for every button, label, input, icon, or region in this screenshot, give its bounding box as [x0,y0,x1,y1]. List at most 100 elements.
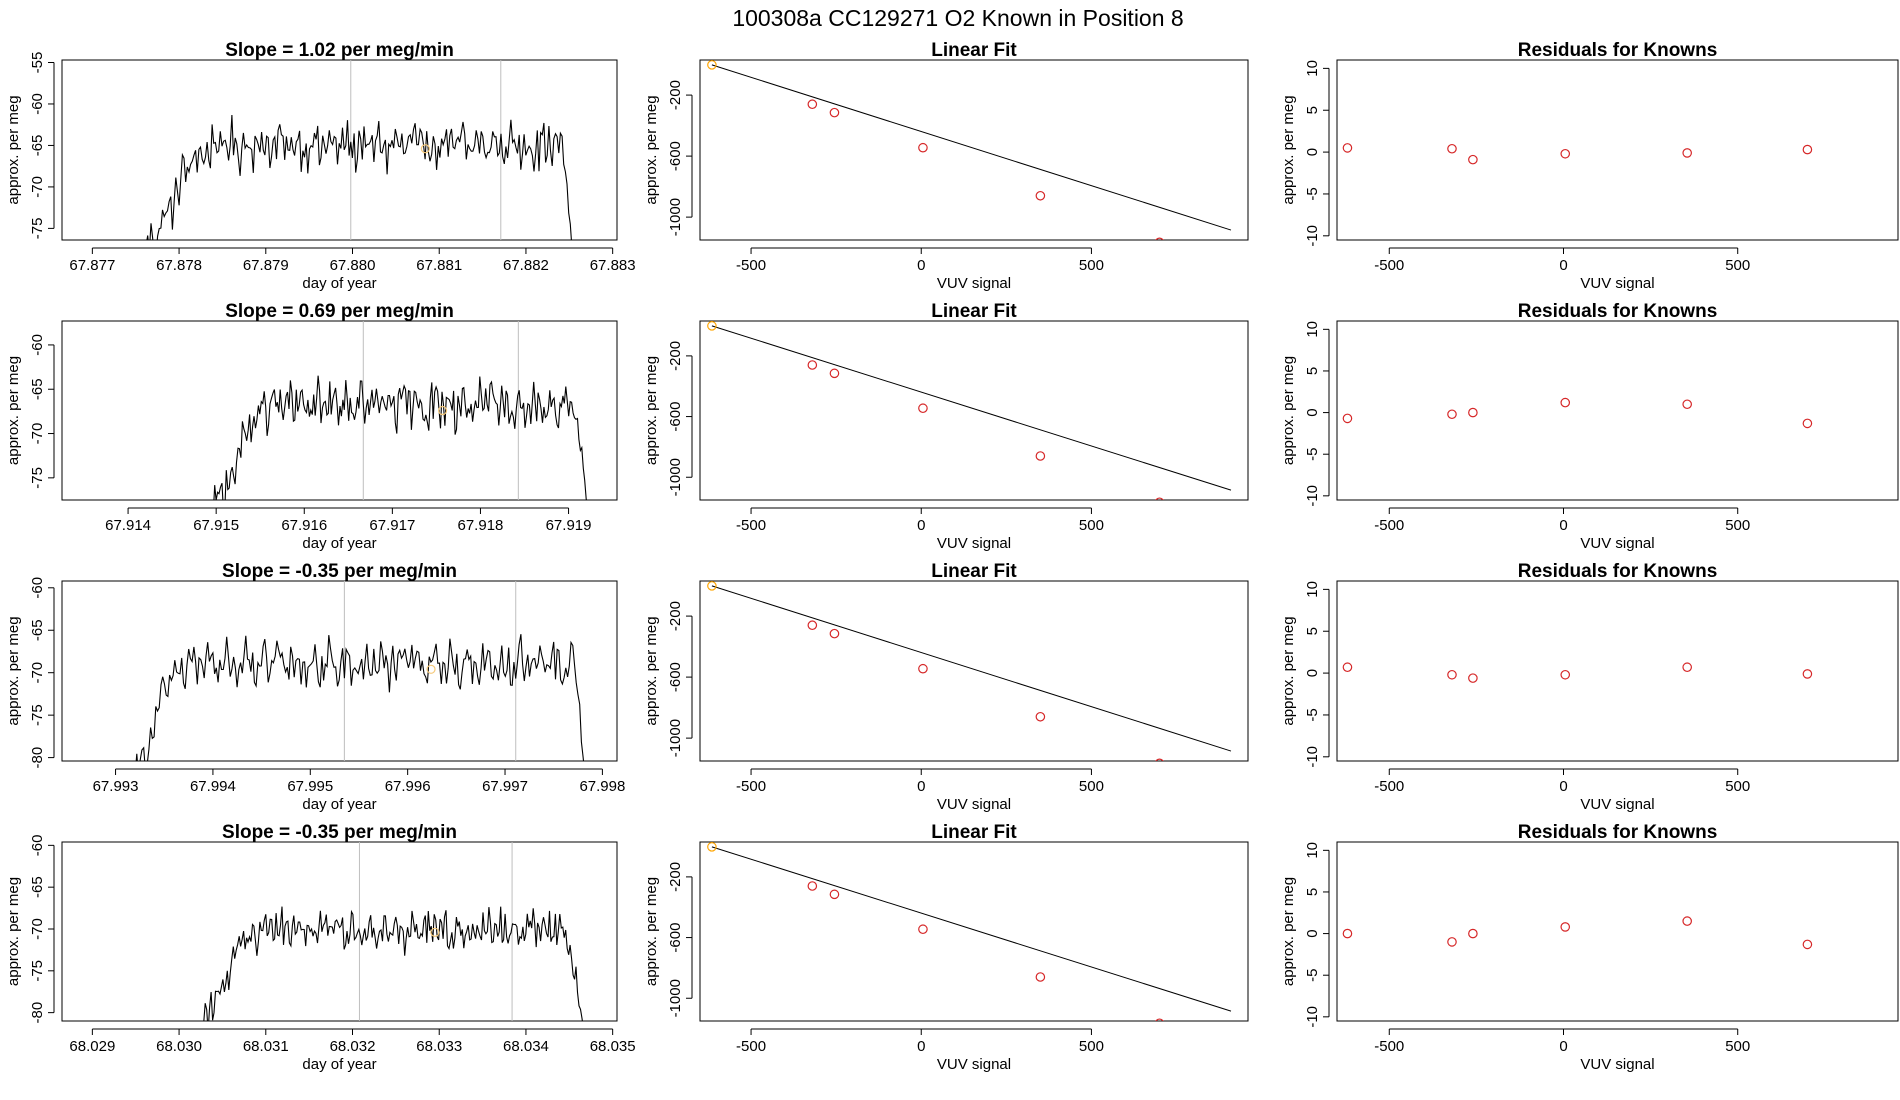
panel-title: Linear Fit [931,301,1017,322]
x-axis-label: VUV signal [1580,535,1654,552]
data-point [1035,972,1046,982]
data-point [1468,154,1478,165]
y-tick-label: -80 [29,1002,46,1024]
y-tick-label: -75 [29,218,46,240]
data-point [918,142,928,153]
y-tick-label: -75 [29,704,46,726]
panel-r3-c0: Slope = -0.35 per meg/min 68.029 68.030 68.… [5,822,636,1073]
x-axis-label: VUV signal [1580,275,1654,292]
plot-frame [699,841,1249,1022]
x-tick-label: 67.918 [458,517,504,534]
x-axis-label: day of year [302,1056,376,1073]
data-point [1155,237,1164,240]
panel-grid: Slope = 1.02 per meg/min 67.877 67.878 67.8… [5,40,1899,1073]
y-tick-label: -10 [1304,1006,1321,1028]
plot-frame [61,59,618,241]
data-point [918,403,928,414]
panel-title: Slope = 0.69 per meg/min [225,301,454,322]
y-tick-label: -1000 [667,458,684,496]
x-tick-label: -500 [1374,257,1404,274]
y-tick-label: 0 [1304,408,1321,416]
plot-area [707,581,1232,761]
data-point [1468,928,1478,939]
y-tick-label: 10 [1304,581,1321,598]
plot-frame [699,59,1249,241]
y-tick-label: -200 [667,862,684,892]
y-tick-label: 10 [1304,842,1321,859]
x-tick-label: 0 [917,1038,925,1055]
y-tick-label: -600 [667,141,684,171]
x-tick-label: 68.029 [69,1038,115,1055]
y-axis-label: approx. per meg [1280,877,1297,986]
y-tick-label: 5 [1304,888,1321,896]
plot-area [707,321,1232,500]
y-tick-label: -60 [29,93,46,115]
data-point [829,628,840,639]
x-tick-label: 67.879 [243,257,289,274]
plot-frame [1336,320,1899,501]
x-tick-label: -500 [1374,1038,1404,1055]
panel-title: Residuals for Knowns [1518,301,1718,322]
data-point [807,620,818,631]
panel-title: Residuals for Knowns [1518,822,1718,843]
x-tick-label: 67.997 [482,778,528,795]
data-point [1468,673,1478,683]
x-tick-label: -500 [1374,778,1404,795]
x-tick-label: 500 [1725,517,1750,534]
highlight-point [437,405,448,416]
data-point [1447,937,1457,947]
plot-area [707,842,1232,1021]
y-tick-label: -65 [29,378,46,400]
figure-title: 100308a CC129271 O2 Known in Position 8 [732,5,1183,31]
data-point [829,368,840,379]
plot-area [146,60,572,240]
data-point [918,924,928,935]
data-point [807,881,818,891]
x-tick-label: 67.995 [287,778,333,795]
y-tick-label: -5 [1304,187,1321,200]
y-axis-label: approx. per meg [643,616,660,725]
data-point [1682,148,1692,158]
data-point [1342,413,1353,424]
y-axis-label: approx. per meg [1280,356,1297,465]
y-axis-label: approx. per meg [5,616,22,725]
plot-area [1342,143,1813,165]
y-tick-label: -200 [667,341,684,371]
x-tick-label: 500 [1079,517,1104,534]
y-tick-label: -60 [29,334,46,356]
plot-frame [61,841,618,1022]
fit-line [711,585,1232,752]
data-point [1560,922,1571,932]
data-point [1802,939,1813,950]
known-point [707,581,717,591]
panel-r0-c2: Residuals for Knowns -500 0 500 VUV signal -1… [1280,40,1899,292]
data-point [1802,144,1813,155]
x-tick-label: 67.877 [69,257,115,274]
y-tick-label: -200 [667,80,684,110]
x-tick-label: 67.915 [193,517,239,534]
y-tick-label: -75 [29,467,46,489]
y-tick-label: -70 [29,176,46,198]
x-axis-label: day of year [302,275,376,292]
x-tick-label: 0 [917,778,925,795]
highlight-point [420,144,430,154]
data-point [1802,418,1813,429]
highlight-point [426,664,436,674]
fit-line [711,325,1232,491]
y-tick-label: 0 [1304,929,1321,937]
y-axis-label: approx. per meg [643,356,660,465]
plot-frame [699,320,1249,501]
y-tick-label: -70 [29,918,46,940]
x-axis-label: VUV signal [937,1056,1011,1073]
known-point [707,60,717,70]
x-tick-label: 67.914 [105,517,151,534]
y-axis-label: approx. per meg [5,356,22,465]
y-tick-label: -65 [29,876,46,898]
x-tick-label: 67.919 [546,517,592,534]
plot-frame [61,320,618,501]
panel-r1-c0: Slope = 0.69 per meg/min 67.914 67.915 67.9… [5,301,618,552]
data-point [1447,143,1457,154]
data-point [807,99,818,110]
x-tick-label: 500 [1079,1038,1104,1055]
